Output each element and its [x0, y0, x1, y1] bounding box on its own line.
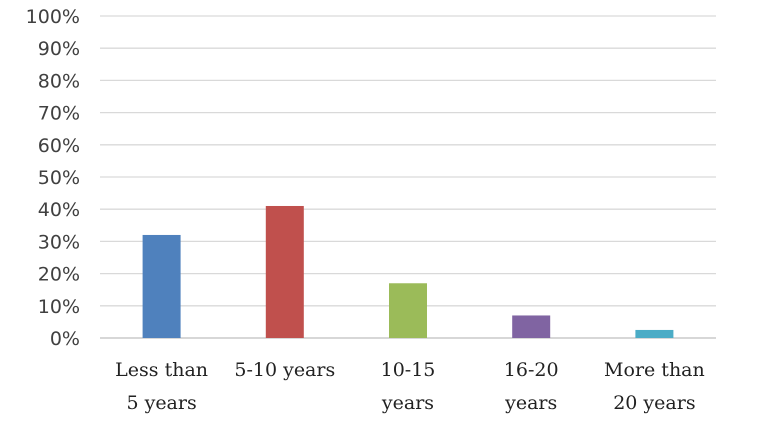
y-tick-label: 70% [38, 103, 80, 125]
y-tick-label: 30% [38, 231, 80, 253]
x-axis-labels: Less than 5 years 5-10 years 10-15 years 16-2… [115, 359, 705, 414]
y-tick-label: 40% [38, 199, 80, 221]
x-category-label: 10-15 years [381, 359, 436, 414]
bar [265, 205, 304, 338]
gridlines [100, 15, 716, 339]
y-tick-label: 60% [38, 135, 80, 157]
x-category-label: Less than 5 years [115, 359, 208, 414]
y-tick-label: 100% [26, 6, 80, 28]
x-category-label: More than 20 years [604, 359, 705, 414]
x-category-label: 5-10 years [234, 359, 335, 381]
y-tick-label: 20% [38, 264, 80, 286]
bar [512, 315, 551, 338]
y-tick-label: 10% [38, 296, 80, 318]
y-axis-ticks: 0% 10% 20% 30% 40% 50% 60% 70% 80% 90% 100% [26, 6, 80, 350]
y-tick-label: 90% [38, 38, 80, 60]
y-tick-label: 80% [38, 70, 80, 92]
bar [389, 283, 427, 338]
y-tick-label: 50% [38, 167, 80, 189]
bars [142, 205, 674, 338]
bar [635, 329, 674, 338]
x-category-label: 16-20 years [504, 359, 559, 414]
y-tick-label: 0% [50, 328, 80, 350]
bar [142, 234, 181, 338]
